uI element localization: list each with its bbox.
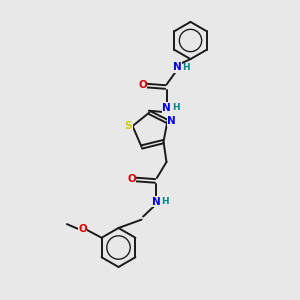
Text: N: N (172, 62, 182, 73)
Text: N: N (162, 103, 171, 113)
Text: O: O (138, 80, 147, 91)
Text: H: H (161, 197, 169, 206)
Text: N: N (152, 196, 160, 207)
Text: H: H (182, 63, 190, 72)
Text: S: S (125, 121, 132, 131)
Text: N: N (167, 116, 176, 127)
Text: O: O (127, 174, 136, 184)
Text: H: H (172, 103, 179, 112)
Text: O: O (78, 224, 87, 235)
